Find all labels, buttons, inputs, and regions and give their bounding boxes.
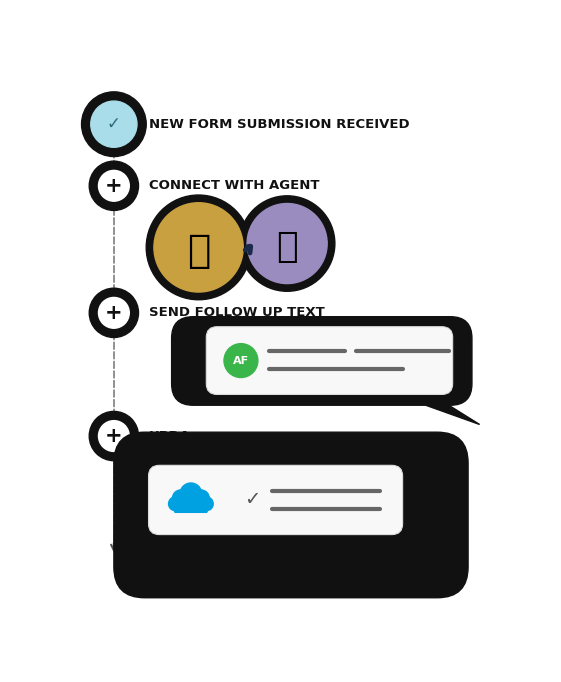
FancyBboxPatch shape xyxy=(174,501,208,513)
Text: UPDA: UPDA xyxy=(149,430,190,443)
Text: 🧔: 🧔 xyxy=(277,231,298,265)
FancyBboxPatch shape xyxy=(206,327,453,394)
Circle shape xyxy=(199,497,213,511)
Circle shape xyxy=(99,421,129,451)
Text: NEW FORM SUBMISSION RECEIVED: NEW FORM SUBMISSION RECEIVED xyxy=(149,118,409,131)
Circle shape xyxy=(172,490,189,507)
Text: AF: AF xyxy=(233,355,249,366)
Circle shape xyxy=(89,288,139,338)
Text: CONNECT WITH AGENT: CONNECT WITH AGENT xyxy=(149,179,319,192)
Polygon shape xyxy=(426,405,480,424)
FancyBboxPatch shape xyxy=(114,432,468,597)
Text: 👩: 👩 xyxy=(187,233,210,270)
Circle shape xyxy=(99,170,129,201)
Circle shape xyxy=(247,203,327,284)
Circle shape xyxy=(192,490,209,507)
Circle shape xyxy=(168,497,182,511)
Circle shape xyxy=(91,101,137,147)
FancyBboxPatch shape xyxy=(149,465,403,535)
Circle shape xyxy=(180,483,201,505)
Circle shape xyxy=(177,497,192,512)
Circle shape xyxy=(89,161,139,211)
Text: +: + xyxy=(105,426,123,446)
Circle shape xyxy=(99,297,129,328)
Circle shape xyxy=(146,195,251,300)
Circle shape xyxy=(190,497,205,512)
Text: +: + xyxy=(105,176,123,196)
Text: ✓: ✓ xyxy=(107,115,121,133)
Text: SEND FOLLOW UP TEXT: SEND FOLLOW UP TEXT xyxy=(149,306,324,319)
Circle shape xyxy=(89,411,139,460)
Text: +: + xyxy=(105,303,123,323)
Circle shape xyxy=(81,92,146,157)
Text: ✓: ✓ xyxy=(244,490,261,509)
Circle shape xyxy=(240,196,335,291)
FancyBboxPatch shape xyxy=(172,316,472,405)
Circle shape xyxy=(154,203,243,292)
Circle shape xyxy=(224,344,258,378)
